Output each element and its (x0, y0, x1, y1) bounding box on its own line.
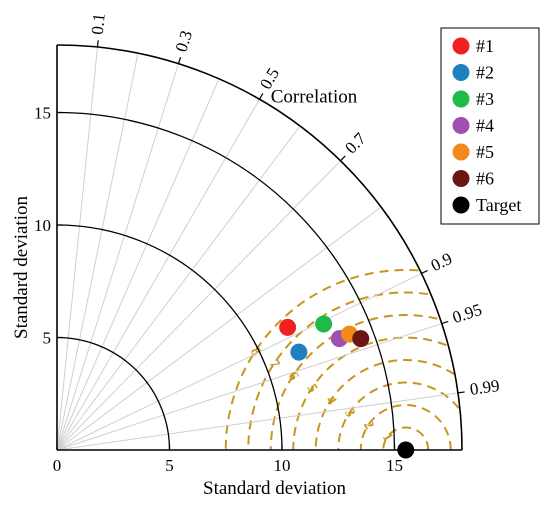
rms-contour-4 (314, 359, 462, 450)
data-point-model-6 (352, 330, 370, 348)
legend-label: #3 (476, 89, 494, 109)
correlation-line (56, 392, 459, 451)
y-axis-title: Standard deviation (11, 196, 32, 339)
legend-marker (452, 196, 470, 214)
legend-marker (452, 143, 470, 161)
y-tick-label: 15 (34, 104, 51, 123)
labels: Standard deviation Standard deviation Co… (11, 12, 501, 499)
data-point-model-2 (290, 343, 308, 361)
x-tick-label: 5 (165, 456, 174, 475)
correlation-tick (96, 40, 99, 48)
correlation-grid (56, 46, 459, 451)
rms-label: 6 (285, 369, 301, 383)
correlation-tick (258, 93, 264, 100)
std-arc-15 (56, 111, 396, 451)
legend-label: #2 (476, 63, 494, 83)
x-tick-label: 15 (386, 456, 403, 475)
std-arc-5 (56, 336, 171, 451)
legend-label: #4 (476, 116, 494, 136)
rms-contour-1 (382, 426, 430, 450)
correlation-tick (340, 155, 346, 162)
rms-label: 5 (303, 382, 319, 396)
legend-marker (452, 170, 470, 187)
legend: #1 #2 #3 #4 #5 #6 Target (440, 27, 540, 225)
legend-label: Target (476, 195, 521, 215)
legend-marker (452, 90, 470, 108)
rms-contour-6 (269, 314, 462, 450)
outer-arc (56, 44, 463, 451)
legend-marker (452, 37, 470, 55)
correlation-tick-label: 0.1 (88, 12, 109, 35)
x-tick-label: 10 (274, 456, 291, 475)
rms-label: 7 (266, 357, 282, 371)
correlation-tick (177, 57, 182, 64)
correlation-tick-label: 0.3 (172, 28, 196, 54)
correlation-tick-label: 0.95 (450, 300, 484, 327)
legend-marker (452, 64, 470, 81)
correlation-tick (457, 391, 465, 394)
correlation-line (56, 63, 179, 451)
correlation-tick-label: 0.9 (428, 249, 455, 275)
rms-label: 1 (379, 431, 395, 445)
correlation-axis-title: Correlation (271, 87, 358, 108)
legend-label: #5 (476, 142, 494, 162)
y-tick-label: 10 (34, 216, 51, 235)
correlation-tick (441, 320, 449, 325)
correlation-tick-label: 0.99 (469, 376, 501, 399)
data-point-model-1 (279, 318, 297, 336)
std-arc-10 (56, 224, 283, 451)
x-axis-title: Standard deviation (203, 478, 346, 499)
correlation-tick-label: 0.7 (341, 129, 370, 158)
rms-contour-2 (359, 404, 452, 450)
legend-marker (452, 117, 470, 134)
rms-label: 2 (360, 418, 376, 432)
correlation-line (56, 78, 220, 451)
axes (56, 40, 465, 451)
rms-label: 4 (322, 394, 338, 408)
data-points (279, 315, 415, 459)
legend-label: #1 (476, 36, 494, 56)
rms-contour-7 (247, 291, 462, 450)
correlation-tick (421, 269, 428, 275)
x-tick-label: 0 (53, 456, 62, 475)
data-point-target (397, 441, 415, 459)
correlation-line (56, 125, 301, 451)
legend-label: #6 (476, 169, 494, 189)
rms-contour-3 (337, 381, 462, 450)
y-tick-label: 5 (43, 329, 52, 348)
correlation-line (56, 206, 382, 451)
data-point-model-3 (315, 315, 333, 333)
